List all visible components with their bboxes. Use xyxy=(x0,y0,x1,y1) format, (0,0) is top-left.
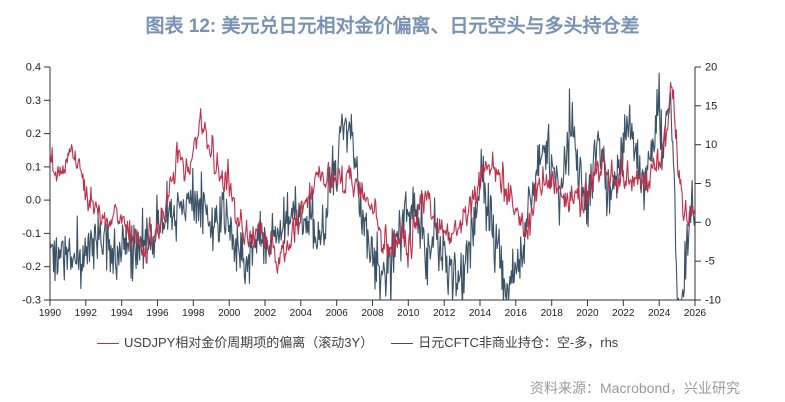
svg-text:2004: 2004 xyxy=(290,308,313,319)
svg-text:2014: 2014 xyxy=(469,308,492,319)
svg-text:2012: 2012 xyxy=(433,308,456,319)
svg-text:1994: 1994 xyxy=(111,308,134,319)
svg-text:-10: -10 xyxy=(705,295,721,307)
svg-text:0.2: 0.2 xyxy=(26,128,41,140)
svg-text:2026: 2026 xyxy=(684,308,707,319)
svg-text:2002: 2002 xyxy=(254,308,277,319)
svg-text:0.3: 0.3 xyxy=(26,95,41,107)
svg-text:-0.3: -0.3 xyxy=(22,295,41,307)
svg-text:0.0: 0.0 xyxy=(26,195,41,207)
svg-text:15: 15 xyxy=(705,100,717,112)
svg-text:2006: 2006 xyxy=(326,308,349,319)
svg-text:-5: -5 xyxy=(705,256,715,268)
svg-text:2018: 2018 xyxy=(541,308,564,319)
svg-text:-0.1: -0.1 xyxy=(22,228,41,240)
svg-text:2010: 2010 xyxy=(397,308,420,319)
svg-text:0: 0 xyxy=(705,217,711,229)
svg-text:2020: 2020 xyxy=(576,308,599,319)
svg-text:2024: 2024 xyxy=(648,308,671,319)
svg-text:0.4: 0.4 xyxy=(26,62,41,74)
svg-text:1996: 1996 xyxy=(146,308,169,319)
svg-text:1990: 1990 xyxy=(39,308,62,319)
svg-text:0.1: 0.1 xyxy=(26,161,41,173)
svg-text:5: 5 xyxy=(705,178,711,190)
svg-text:2000: 2000 xyxy=(218,308,241,319)
svg-text:1992: 1992 xyxy=(75,308,98,319)
svg-text:-0.2: -0.2 xyxy=(22,261,41,273)
svg-text:1998: 1998 xyxy=(182,308,205,319)
svg-text:10: 10 xyxy=(705,139,717,151)
svg-text:2022: 2022 xyxy=(612,308,635,319)
svg-text:2016: 2016 xyxy=(505,308,528,319)
svg-text:20: 20 xyxy=(705,62,717,74)
svg-text:2008: 2008 xyxy=(361,308,384,319)
